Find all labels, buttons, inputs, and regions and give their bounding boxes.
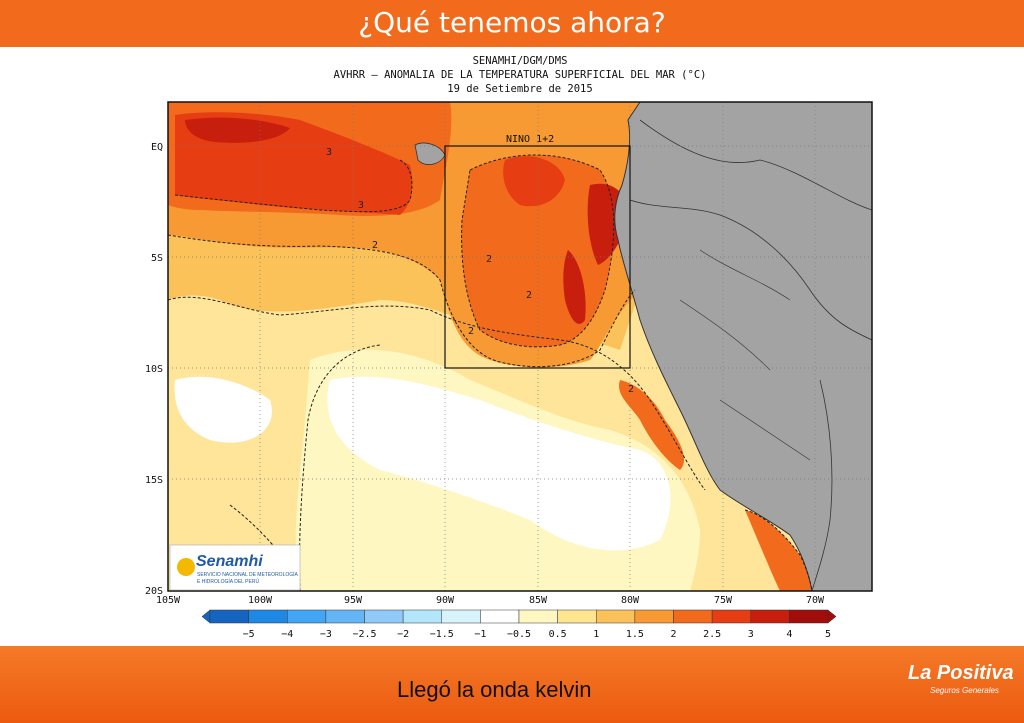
contour-label: 2 (468, 326, 474, 337)
contour-label: 3 (326, 147, 332, 158)
contour-3-west (174, 159, 413, 213)
lat-label-5s: 5S (151, 253, 163, 264)
colorbar-tick-label: 2.5 (703, 629, 721, 640)
colorbar-tick-label: −2.5 (352, 629, 376, 640)
map-header-line3: 19 de Setiembre de 2015 (447, 83, 593, 95)
brand-subtitle: Seguros Generales (930, 686, 999, 695)
colorbar-labels: −5 −4 −3 −2.5 −2 −1.5 −1 −0.5 0.5 1 1.5 2 2.5 3 4 5 (243, 629, 831, 640)
country-border-ecuador-peru (629, 199, 872, 341)
colorbar-swatch (557, 609, 597, 624)
colorbar-swatch (518, 609, 558, 624)
colorbar-swatch (209, 609, 249, 624)
footer-bar (0, 646, 1024, 723)
colorbar-swatch (287, 609, 327, 624)
sun-icon (177, 558, 195, 576)
anomaly-4-zone-west (185, 117, 290, 143)
colorbar-swatch (673, 609, 713, 624)
logo-line2: E HIDROLOGÍA DEL PERÚ (197, 578, 259, 585)
colorbar-tick-label: −2 (397, 629, 409, 640)
lon-label-85w: 85W (529, 595, 548, 606)
south-america-land (614, 102, 872, 591)
anomaly-4-zone-south (563, 250, 586, 324)
lat-label-eq: EQ (151, 142, 163, 153)
contour-label: 2 (372, 240, 378, 251)
contour-2 (168, 234, 636, 368)
colorbar-tick-label: −3 (320, 629, 332, 640)
anomaly-near-zero-patch (174, 376, 272, 443)
footer-caption: Llegó la onda kelvin (397, 677, 592, 702)
nino-box-label: NINO 1+2 (506, 134, 554, 145)
anomaly-3-zone-nino-north (503, 156, 565, 207)
contour-label: 2 (628, 384, 634, 395)
lon-label-80w: 80W (621, 595, 640, 606)
colorbar-tick-label: 4 (786, 629, 792, 640)
contour-label: 3 (358, 200, 364, 211)
lon-label-105w: 105W (156, 595, 181, 606)
brand-logo: La Positiva (908, 662, 1014, 684)
colorbar-swatch (364, 609, 404, 624)
slide-title: ¿Qué tenemos ahora? (358, 6, 666, 39)
title-bar: ¿Qué tenemos ahora? (0, 0, 1024, 47)
lon-label-100w: 100W (248, 595, 273, 606)
lat-label-20s: 20S (145, 586, 163, 597)
colorbar-cap-high (827, 609, 837, 624)
colorbar-swatch (248, 609, 288, 624)
anomaly-south-coast-patch (745, 510, 812, 591)
colorbar-cap-low (201, 609, 211, 624)
colorbar-tick-label: 1.5 (626, 629, 644, 640)
senamhi-logo: Senamhi SERVICIO NACIONAL DE METEOROLOGÍ… (169, 544, 301, 591)
contour-1-5 (168, 296, 706, 491)
contour-label: 2 (526, 290, 532, 301)
country-border-ecuador-colombia (639, 119, 872, 211)
colorbar-tick-label: −5 (243, 629, 255, 640)
lon-label-75w: 75W (714, 595, 733, 606)
colorbar-swatch (750, 609, 790, 624)
country-border-peru-bolivia (811, 379, 833, 591)
map-header-line2: AVHRR – ANOMALIA DE LA TEMPERATURA SUPER… (333, 69, 707, 81)
lat-label-15s: 15S (145, 475, 163, 486)
colorbar-tick-label: −0.5 (507, 629, 531, 640)
colorbar (201, 609, 837, 624)
map-frame (167, 101, 873, 592)
lon-label-90w: 90W (436, 595, 455, 606)
colorbar-tick-label: 2 (670, 629, 676, 640)
lon-label-70w: 70W (806, 595, 825, 606)
colorbar-tick-label: −1.5 (430, 629, 454, 640)
nino-1-2-box (444, 145, 631, 369)
map-header-line1: SENAMHI/DGM/DMS (472, 55, 568, 67)
anomaly-near-zero-zone (327, 376, 671, 551)
colorbar-tick-label: 0.5 (549, 629, 567, 640)
department-borders (679, 249, 811, 461)
colorbar-swatch (402, 609, 442, 624)
anomaly-2-5-zone-coast (619, 380, 685, 470)
colorbar-swatch (325, 609, 365, 624)
logo-line1: SERVICIO NACIONAL DE METEOROLOGÍA (197, 571, 299, 578)
contour-2-5-nino (461, 154, 615, 348)
colorbar-tick-label: −4 (281, 629, 293, 640)
colorbar-tick-label: −1 (474, 629, 486, 640)
colorbar-tick-label: 1 (593, 629, 599, 640)
colorbar-swatch (634, 609, 674, 624)
lat-label-10s: 10S (145, 364, 163, 375)
logo-name: Senamhi (196, 553, 263, 570)
colorbar-swatch (711, 609, 751, 624)
map-header: SENAMHI/DGM/DMS AVHRR – ANOMALIA DE LA T… (168, 54, 872, 96)
contour-2-south-coast (744, 509, 813, 591)
lon-label-95w: 95W (344, 595, 363, 606)
colorbar-swatch (596, 609, 636, 624)
colorbar-swatch (441, 609, 481, 624)
colorbar-swatch (789, 609, 829, 624)
contour-label: 2 (486, 254, 492, 265)
colorbar-swatch (480, 609, 520, 624)
colorbar-tick-label: 5 (825, 629, 831, 640)
colorbar-tick-label: 3 (748, 629, 754, 640)
